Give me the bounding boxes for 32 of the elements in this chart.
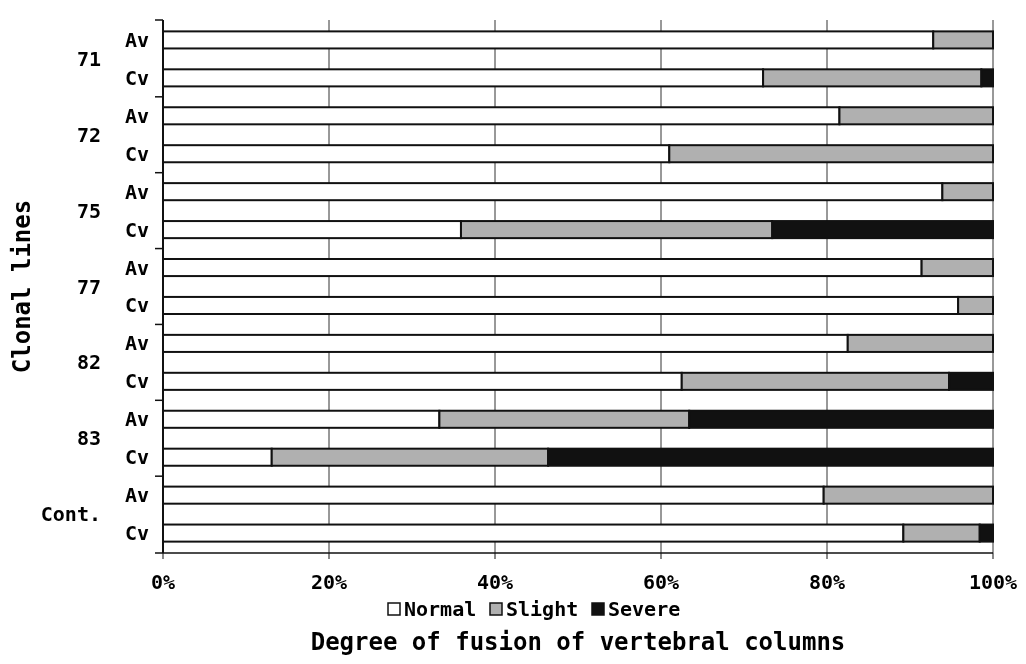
text: 82: [76, 350, 101, 375]
text: 83: [76, 426, 101, 451]
y-tick-label: Av: [124, 179, 149, 204]
y-tick-label: Av: [124, 27, 149, 52]
x-tick-label: 80%: [808, 570, 846, 594]
x-tick-label: 100%: [968, 570, 1018, 594]
text: Cont.: [40, 502, 101, 527]
x-tick-label: 0%: [150, 570, 176, 594]
text: 77: [76, 274, 101, 299]
y-tick-label: Cv: [124, 65, 149, 90]
legend-label: Normal: [404, 597, 477, 621]
y-axis-title: Clonal lines: [8, 199, 36, 374]
y-tick-label: Av: [124, 255, 149, 280]
legend-label: Slight: [506, 597, 579, 621]
x-tick-label: 60%: [642, 570, 680, 594]
x-axis-title: Degree of fusion of vertebral columns: [310, 628, 846, 656]
text: 75: [76, 198, 101, 223]
y-tick-label: Cv: [124, 445, 149, 470]
x-tick-label: 20%: [310, 570, 348, 594]
y-tick-label: Av: [124, 103, 149, 128]
y-tick-label: Cv: [124, 293, 149, 318]
text: 72: [76, 122, 101, 147]
legend-label: Severe: [608, 597, 681, 621]
x-tick-label: 40%: [476, 570, 514, 594]
y-tick-label: Av: [124, 407, 149, 432]
text: 71: [76, 46, 101, 71]
y-tick-label: Cv: [124, 217, 149, 242]
y-tick-label: Cv: [124, 369, 149, 394]
y-tick-label: Av: [124, 331, 149, 356]
y-tick-label: Cv: [124, 141, 149, 166]
y-tick-label: Av: [124, 483, 149, 508]
y-tick-label: Cv: [124, 521, 149, 546]
